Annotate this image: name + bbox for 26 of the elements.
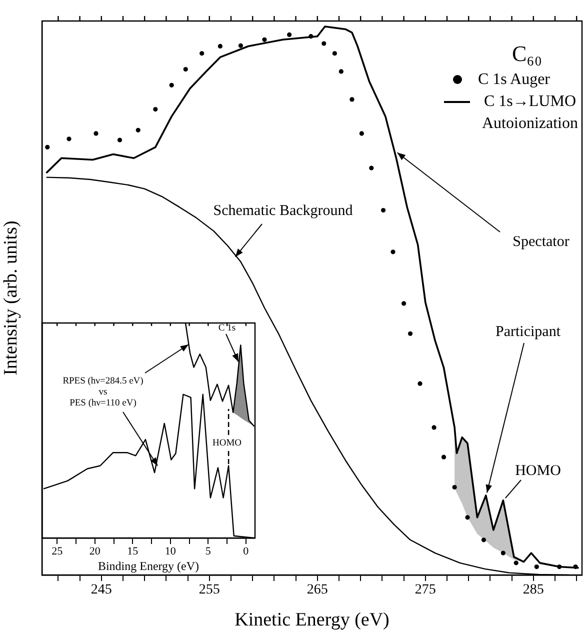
x-tick-label: 5 bbox=[205, 545, 212, 558]
x-tick-label: 10 bbox=[164, 545, 176, 558]
annotation: Spectator bbox=[512, 234, 570, 250]
annotation: HOMO bbox=[515, 462, 562, 479]
x-tick-label: 265 bbox=[306, 582, 328, 598]
annotation: HOMO bbox=[212, 438, 242, 448]
annotation: Schematic Background bbox=[213, 202, 354, 219]
x-tick-label: 275 bbox=[414, 582, 436, 598]
x-axis-title: Binding Energy (eV) bbox=[98, 558, 200, 573]
legend-label: C 1s→LUMO Autoionization bbox=[481, 92, 579, 134]
x-tick-label: 255 bbox=[198, 582, 220, 598]
annotation: C 1s bbox=[218, 324, 236, 334]
legend-label: C 1s Auger bbox=[478, 70, 550, 90]
x-tick-label: 245 bbox=[90, 582, 112, 598]
annotation: PES (hν=110 eV) bbox=[70, 398, 136, 408]
x-tick-label: 0 bbox=[243, 545, 250, 558]
y-axis-title: Intensity (arb. units) bbox=[0, 220, 22, 376]
x-tick-label: 20 bbox=[89, 545, 101, 558]
x-tick-label: 285 bbox=[522, 582, 544, 598]
annotation: RPES (hν=284.5 eV) bbox=[62, 376, 144, 386]
legend-title: C₆₀ bbox=[510, 41, 543, 66]
x-axis-title: Kinetic Energy (eV) bbox=[234, 610, 390, 631]
annotation: Participant bbox=[496, 324, 562, 340]
x-tick-label: 15 bbox=[127, 545, 139, 558]
x-tick-label: 25 bbox=[52, 545, 64, 558]
annotation: vs bbox=[98, 388, 108, 398]
